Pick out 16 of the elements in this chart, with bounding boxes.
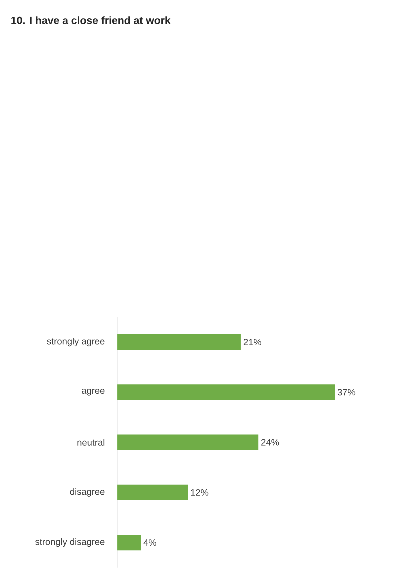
- data-label: 24%: [262, 439, 280, 446]
- bar: [118, 484, 188, 500]
- y-tick-label: strongly disagree: [36, 538, 105, 548]
- y-tick-label: neutral: [78, 439, 105, 446]
- bar: [118, 535, 142, 551]
- y-tick-label: agree: [82, 389, 105, 396]
- chart-title: 10. I have a close friend at work: [12, 16, 171, 24]
- y-tick-label: strongly agree: [47, 338, 105, 347]
- bar: [118, 384, 336, 400]
- bar: [118, 434, 259, 450]
- bar: [118, 334, 241, 350]
- data-label: 37%: [338, 389, 356, 396]
- data-label: 4%: [144, 540, 156, 546]
- data-label: 12%: [191, 489, 209, 496]
- data-label: 21%: [244, 339, 262, 346]
- y-tick-label: disagree: [70, 488, 105, 497]
